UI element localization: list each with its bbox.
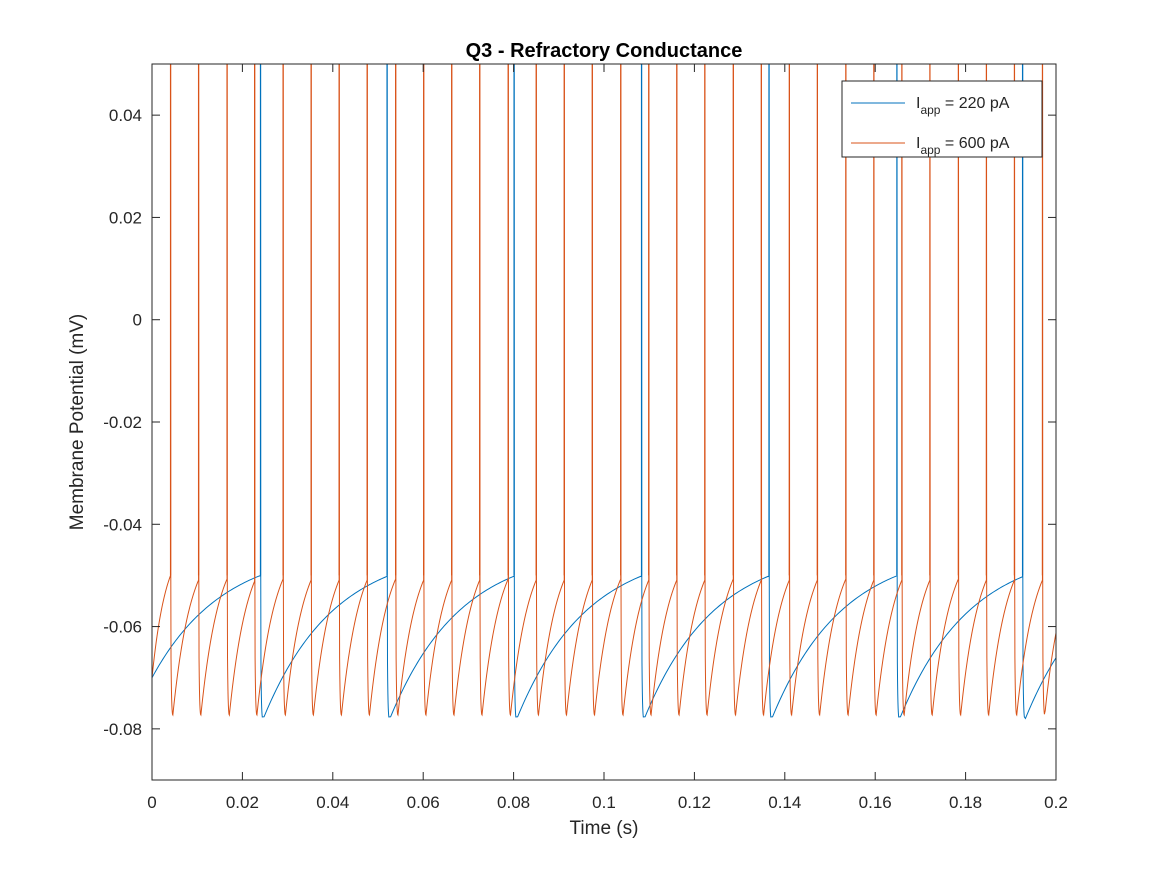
y-tick-label: -0.08 — [103, 720, 142, 739]
y-tick-label: -0.04 — [103, 515, 142, 534]
series-line-1 — [152, 64, 1056, 720]
y-tick-label: -0.02 — [103, 413, 142, 432]
legend-box — [841, 80, 1043, 158]
legend-main-text: I — [916, 95, 920, 112]
x-tick-label: 0.18 — [949, 793, 982, 812]
y-tick-label: -0.06 — [103, 618, 142, 637]
y-tick-label: 0.02 — [109, 208, 142, 227]
chart-title: Q3 - Refractory Conductance — [466, 40, 743, 62]
legend-subscript: app — [920, 103, 940, 117]
series-line-2 — [152, 64, 1056, 717]
x-tick-label: 0.16 — [859, 793, 892, 812]
y-tick-label: 0 — [133, 311, 142, 330]
legend-label-2: Iapp = 600 pA — [916, 135, 1010, 157]
x-tick-label: 0.06 — [407, 793, 440, 812]
y-axis-label: Membrane Potential (mV) — [67, 314, 88, 530]
x-axis-label: Time (s) — [570, 818, 639, 839]
x-tick-label: 0.02 — [226, 793, 259, 812]
legend-subscript: app — [920, 143, 940, 157]
x-tick-label: 0.12 — [678, 793, 711, 812]
x-tick-label: 0.08 — [497, 793, 530, 812]
legend-rest-text: = 220 pA — [940, 95, 1009, 112]
legend-rest-text: = 600 pA — [940, 135, 1009, 152]
y-tick-label: 0.04 — [109, 106, 142, 125]
legend-label-1: Iapp = 220 pA — [916, 95, 1010, 117]
x-tick-label: 0.14 — [768, 793, 801, 812]
x-tick-label: 0.04 — [316, 793, 349, 812]
legend-main-text: I — [916, 135, 920, 152]
x-tick-label: 0.2 — [1044, 793, 1068, 812]
x-tick-label: 0 — [147, 793, 156, 812]
plot-area — [152, 64, 1056, 780]
x-tick-label: 0.1 — [592, 793, 616, 812]
ticks-layer: 0 0.02 0.04 0.06 0.08 0.1 0.12 0.14 0.16 0.18 0.2 -… — [103, 64, 1068, 812]
